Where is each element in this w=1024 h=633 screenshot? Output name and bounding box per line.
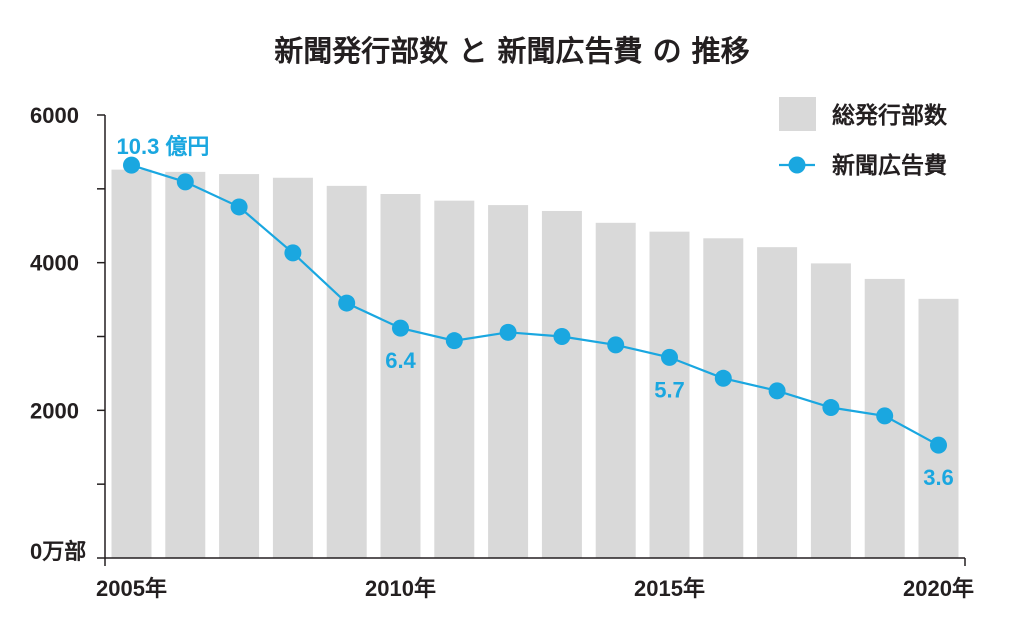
x-ticks: 2005年 2010年 2015年 2020年 xyxy=(96,576,974,601)
bar-2006 xyxy=(165,171,206,558)
y-tick-label-6000: 6000 xyxy=(30,103,79,128)
data-labels: 10.3 億円 6.4 5.7 3.6 xyxy=(117,134,954,490)
line-point-2007 xyxy=(230,198,248,216)
bar-2013 xyxy=(541,210,582,558)
line-point-2016 xyxy=(714,369,732,387)
line-series xyxy=(123,156,947,454)
legend-label-line: 新聞広告費 xyxy=(832,152,947,179)
y-ticks: 0万部 2000 4000 6000 xyxy=(30,103,105,564)
legend-swatch-bar xyxy=(779,97,816,131)
line-point-2010 xyxy=(392,319,409,337)
line-point-2005 xyxy=(123,156,140,174)
legend-label-bar: 総発行部数 xyxy=(832,102,948,129)
data-label-2020: 3.6 xyxy=(923,465,954,490)
x-tick-label-2015: 2015年 xyxy=(634,576,705,601)
bar-2012 xyxy=(488,205,529,558)
y-tick-label-2000: 2000 xyxy=(30,398,79,423)
bar-2015 xyxy=(649,231,690,558)
chart-title: 新聞発行部数 と 新聞広告費 の 推移 xyxy=(274,34,749,68)
data-label-2005: 10.3 億円 xyxy=(117,134,210,159)
data-label-2015: 5.7 xyxy=(654,377,685,402)
y-tick-label-4000: 4000 xyxy=(30,251,79,276)
x-tick-label-2010: 2010年 xyxy=(365,576,436,601)
data-label-2010: 6.4 xyxy=(385,348,416,373)
line-point-2017 xyxy=(768,382,786,400)
line-point-2014 xyxy=(607,336,625,354)
bar-2007 xyxy=(219,174,260,559)
line-point-2006 xyxy=(176,173,194,191)
bar-2016 xyxy=(703,238,744,558)
line-point-2013 xyxy=(553,328,571,345)
bar-2014 xyxy=(595,222,636,558)
bar-2009 xyxy=(326,185,367,558)
bar-2017 xyxy=(757,247,798,558)
line-point-2012 xyxy=(499,323,517,341)
line-point-2018 xyxy=(822,399,840,417)
line-point-2020 xyxy=(930,436,947,454)
line-point-2011 xyxy=(445,332,463,350)
bar-2010 xyxy=(380,194,421,559)
bar-series xyxy=(111,169,959,559)
line-point-2019 xyxy=(876,407,894,425)
y-tick-label-0: 0万部 xyxy=(30,539,86,564)
bar-2008 xyxy=(272,177,313,558)
line-point-2009 xyxy=(338,294,356,312)
bar-2011 xyxy=(434,200,475,558)
line-point-2015 xyxy=(661,348,678,366)
x-tick-label-2020: 2020年 xyxy=(903,576,974,601)
bar-2020 xyxy=(918,298,959,558)
legend: 総発行部数 新聞広告費 xyxy=(779,97,948,179)
ad-spend-line xyxy=(131,164,940,447)
line-point-2008 xyxy=(284,244,302,262)
legend-swatch-dot xyxy=(788,156,806,174)
bar-2005 xyxy=(111,169,152,559)
x-tick-label-2005: 2005年 xyxy=(96,576,167,601)
